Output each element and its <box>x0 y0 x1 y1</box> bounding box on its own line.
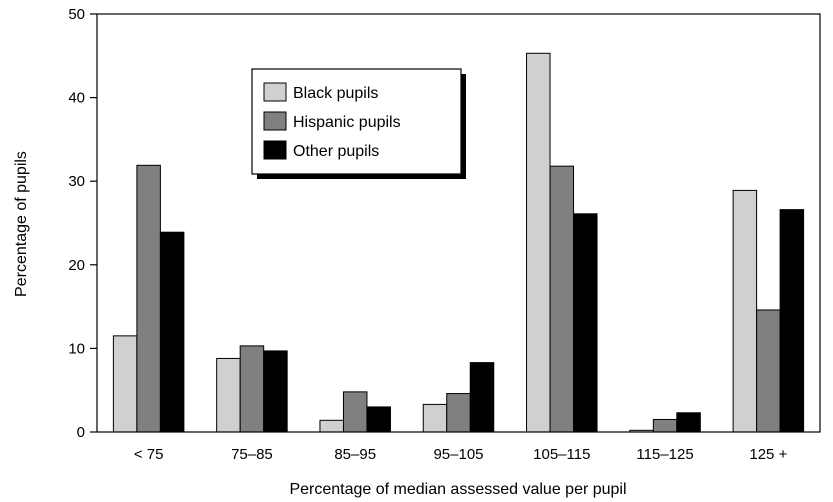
x-tick-label: 95–105 <box>433 446 483 463</box>
x-tick-label: 125 + <box>749 446 787 463</box>
x-axis-title: Percentage of median assessed value per … <box>289 481 626 498</box>
y-tick-label: 40 <box>68 90 85 107</box>
legend-label-3: Other pupils <box>293 143 379 160</box>
y-tick-label: 20 <box>68 257 85 274</box>
y-tick-label: 10 <box>68 340 85 357</box>
bar-1-4 <box>422 403 448 433</box>
legend-box <box>251 68 462 175</box>
bar-1-5 <box>526 52 551 433</box>
legend-label-1: Black pupils <box>293 85 378 102</box>
bar-2-2 <box>239 345 265 433</box>
bar-2-3 <box>342 391 368 433</box>
bar-3-6 <box>676 412 701 433</box>
bar-3-4 <box>469 362 495 433</box>
bar-2-7 <box>756 309 781 433</box>
x-tick-label: < 75 <box>134 446 164 463</box>
bars-layer <box>112 52 805 433</box>
bar-3-3 <box>366 406 391 433</box>
x-tick-label: 115–125 <box>636 446 693 463</box>
y-tick-label: 50 <box>68 6 85 23</box>
legend-swatch-2 <box>263 111 287 131</box>
bar-2-4 <box>446 393 471 433</box>
bar-2-6 <box>652 418 678 433</box>
x-tick-label: 75–85 <box>231 446 273 463</box>
bar-1-1 <box>112 335 138 433</box>
bar-3-5 <box>573 213 598 433</box>
bar-2-1 <box>136 164 161 433</box>
y-tick-label: 30 <box>68 173 85 190</box>
legend-label-2: Hispanic pupils <box>293 114 401 131</box>
bar-3-7 <box>779 209 805 433</box>
legend: Black pupils Hispanic pupils Other pupils <box>251 68 466 179</box>
x-tick-label: 85–95 <box>334 446 376 463</box>
bar-3-1 <box>159 231 185 433</box>
y-axis-title: Percentage of pupils <box>13 151 30 297</box>
axes-layer: < 75 75–85 85–95 95–105 105–115 115–125 125 + 0… <box>68 6 821 463</box>
bar-1-2 <box>216 357 241 433</box>
bar-1-7 <box>732 189 758 433</box>
legend-swatch-3 <box>263 140 287 160</box>
bar-2-5 <box>549 165 575 433</box>
x-tick-label: 105–115 <box>533 446 590 463</box>
legend-swatch-1 <box>263 82 287 102</box>
plot-frame <box>96 13 821 433</box>
y-tick-label: 0 <box>77 424 85 441</box>
bar-1-3 <box>319 419 344 433</box>
bar-3-2 <box>263 350 288 433</box>
